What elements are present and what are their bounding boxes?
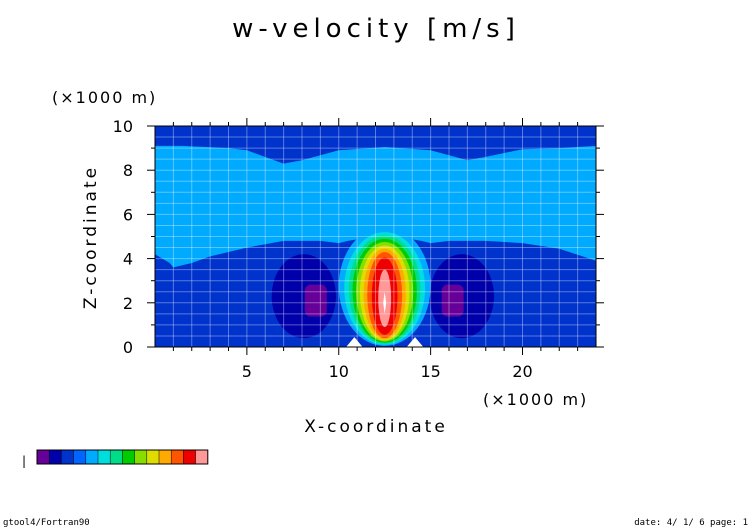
colorbar-swatch (85, 450, 98, 464)
colorbar-swatch (110, 450, 123, 464)
y-tick-label: 2 (123, 294, 133, 313)
colorbar-swatch (171, 450, 184, 464)
axis-ticks: 5 10 15 20 0 2 4 6 8 10 (113, 117, 604, 381)
colorbar-tick: | (22, 454, 26, 468)
colorbar-swatch (146, 450, 159, 464)
colorbar-swatch (195, 450, 208, 464)
colorbar-swatch (183, 450, 196, 464)
y-tick-label: 8 (123, 161, 133, 180)
y-axis-label: Z-coordinate (81, 165, 101, 309)
colorbar-swatch (134, 450, 147, 464)
y-tick-label: 6 (123, 205, 133, 224)
region-light-band (155, 145, 596, 268)
y-tick-label: 4 (123, 250, 133, 269)
colorbar-swatch (73, 450, 86, 464)
x-tick-label: 15 (420, 362, 440, 381)
region-downdraft-1 (271, 254, 336, 339)
region-downdraft-core-1 (304, 284, 327, 317)
region-base-gap-right (406, 337, 424, 347)
colorbar-swatch (49, 450, 62, 464)
grid-lines (155, 126, 596, 347)
colorbar-swatch (122, 450, 135, 464)
x-axis-label: X-coordinate (304, 417, 448, 437)
colorbar-swatch (37, 450, 50, 464)
y-tick-label: 0 (123, 338, 133, 357)
colorbar-swatch (61, 450, 74, 464)
y-unit-label: (×1000 m) (52, 88, 157, 107)
region-downdraft-core-2 (441, 284, 464, 317)
colorbar-swatch (98, 450, 111, 464)
colorbar-swatch (159, 450, 172, 464)
x-tick-label: 20 (512, 362, 532, 381)
region-updraft-peak (383, 291, 387, 314)
chart-title: w-velocity [m/s] (232, 14, 520, 44)
footer-right: date: 4/ 1/ 6 page: 1 (634, 518, 748, 528)
colorbar (36, 449, 209, 465)
x-tick-label: 10 (329, 362, 349, 381)
region-base-gap-left (346, 337, 363, 347)
x-unit-label: (×1000 m) (483, 390, 588, 409)
contour-field (155, 126, 596, 347)
footer-left: gtool4/Fortran90 (3, 518, 90, 528)
y-tick-label: 10 (113, 117, 133, 136)
x-tick-label: 5 (242, 362, 252, 381)
